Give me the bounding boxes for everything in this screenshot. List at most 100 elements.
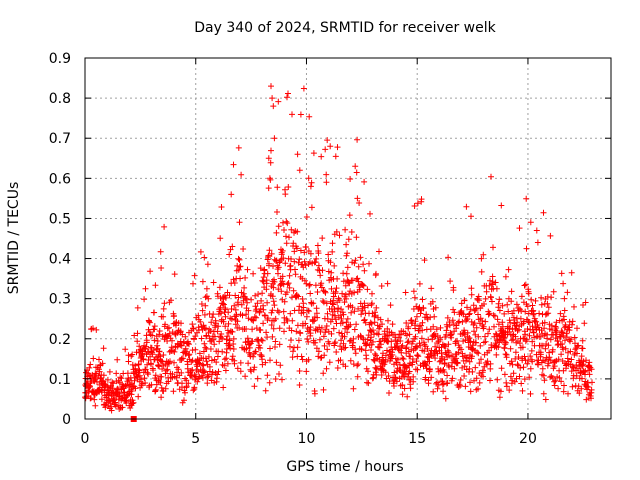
data-point-plus: [562, 323, 569, 330]
data-point-plus: [351, 289, 358, 296]
data-point-plus: [297, 111, 304, 118]
data-point-plus: [462, 383, 469, 390]
data-point-plus: [421, 257, 428, 264]
data-point-plus: [230, 346, 237, 352]
data-point-plus: [328, 269, 335, 276]
data-point-plus: [144, 369, 151, 376]
data-point-plus: [158, 373, 165, 380]
data-point-plus: [157, 248, 164, 255]
data-point-plus: [517, 364, 524, 371]
data-point-plus: [523, 195, 530, 202]
data-point-plus: [347, 176, 354, 182]
data-point-plus: [234, 365, 241, 372]
data-point-plus: [389, 321, 396, 328]
data-point-plus: [148, 381, 155, 388]
data-point-plus: [222, 367, 229, 374]
data-point-plus: [327, 143, 334, 150]
data-point-plus: [355, 361, 362, 368]
data-point-plus: [224, 360, 231, 367]
data-point-plus: [302, 262, 309, 269]
data-point-plus: [139, 350, 146, 357]
data-point-plus: [236, 324, 243, 331]
data-point-plus: [350, 385, 357, 392]
data-point-plus: [256, 342, 263, 349]
data-point-plus: [557, 333, 564, 340]
data-point-plus: [433, 326, 440, 333]
data-point-plus: [498, 337, 505, 344]
data-point-plus: [509, 361, 516, 368]
data-point-plus: [330, 293, 337, 300]
data-point-plus: [532, 297, 539, 304]
data-point-plus: [239, 312, 246, 319]
data-point-plus: [146, 318, 153, 325]
y-tick-label: 0: [62, 412, 71, 428]
data-point-plus: [571, 334, 578, 341]
data-point-plus: [373, 304, 380, 311]
data-point-plus: [475, 311, 481, 318]
data-point-plus: [523, 336, 530, 343]
data-point-plus: [482, 333, 488, 340]
data-point-plus: [306, 326, 313, 333]
data-point-plus: [397, 338, 404, 344]
data-point-plus: [499, 302, 506, 309]
data-point-plus: [525, 290, 532, 297]
data-point-plus: [158, 265, 165, 271]
data-point-plus: [482, 318, 489, 325]
data-point-plus: [343, 270, 350, 277]
data-point-plus: [294, 228, 301, 235]
data-point-plus: [171, 359, 177, 366]
data-point-plus: [293, 328, 300, 335]
data-point-plus: [186, 341, 192, 348]
data-point-plus: [501, 345, 508, 352]
data-point-plus: [337, 357, 344, 364]
data-point-plus: [302, 244, 309, 251]
data-point-plus: [582, 299, 589, 306]
data-point-plus: [345, 278, 352, 285]
data-point-plus: [315, 250, 322, 257]
data-point-plus: [361, 316, 368, 323]
data-point-plus: [338, 315, 345, 322]
data-point-plus: [271, 135, 278, 142]
data-point-plus: [466, 311, 472, 318]
data-point-plus: [258, 297, 265, 304]
data-point-plus: [208, 371, 215, 378]
data-point-plus: [474, 349, 480, 356]
data-point-plus: [556, 374, 563, 381]
data-point-plus: [286, 284, 293, 291]
data-point-plus: [348, 229, 355, 235]
data-point-plus: [399, 355, 406, 362]
data-point-plus: [541, 325, 548, 332]
data-point-plus: [149, 351, 156, 358]
data-point-plus: [392, 374, 398, 381]
data-point-plus: [540, 372, 547, 379]
data-point-plus: [201, 340, 208, 347]
data-point-plus: [274, 209, 280, 215]
data-point-plus: [489, 273, 496, 280]
data-point-plus: [124, 378, 131, 385]
data-point-plus: [273, 229, 280, 236]
data-point-plus: [421, 348, 428, 355]
data-point-plus: [251, 383, 258, 390]
data-point-plus: [156, 348, 163, 355]
data-point-plus: [267, 345, 273, 352]
data-point-plus: [213, 359, 220, 366]
data-point-plus: [379, 321, 385, 328]
data-point-plus: [373, 352, 379, 359]
data-point-plus: [185, 352, 192, 359]
data-point-plus: [156, 331, 163, 338]
data-point-plus: [251, 313, 258, 320]
data-point-plus: [333, 228, 340, 235]
data-point-plus: [484, 361, 490, 368]
data-point-plus: [100, 345, 107, 352]
data-point-plus: [267, 357, 273, 364]
data-point-plus: [134, 330, 141, 337]
data-point-plus: [431, 313, 438, 320]
data-point-plus: [235, 255, 242, 262]
data-point-plus: [307, 330, 314, 337]
data-point-plus: [108, 407, 115, 414]
data-point-plus: [359, 282, 366, 288]
data-point-plus: [215, 323, 222, 330]
data-point-plus: [269, 293, 276, 300]
data-point-plus: [378, 372, 385, 378]
